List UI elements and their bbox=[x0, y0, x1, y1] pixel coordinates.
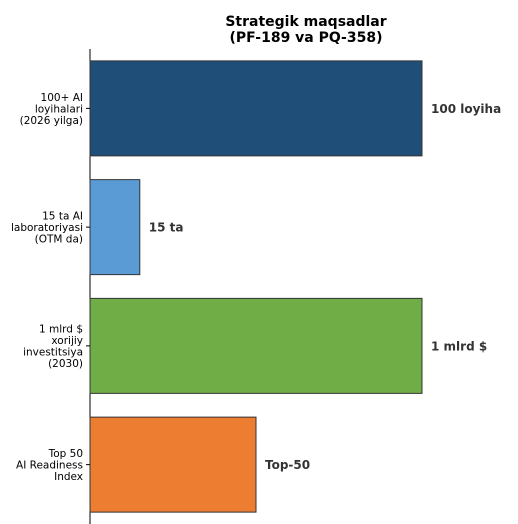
bar bbox=[89, 60, 423, 157]
chart-title: Strategik maqsadlar(PF-189 va PQ-358) bbox=[225, 14, 386, 46]
data-labels: 100 loyiha 15 ta 1 mlrd $ Top-50 bbox=[149, 102, 501, 472]
data-label: 15 ta bbox=[149, 221, 184, 235]
data-label: 100 loyiha bbox=[431, 102, 501, 116]
data-label: Top-50 bbox=[265, 458, 310, 472]
bar bbox=[89, 416, 257, 513]
bar bbox=[89, 179, 141, 276]
y-tick-label: 15 ta AI laboratoriyasi (OTM da) bbox=[11, 211, 83, 246]
y-tick-label: 1 mlrd $ xorijiy investitsiya (2030) bbox=[23, 324, 83, 371]
bars-group bbox=[89, 60, 423, 513]
chart-title-line: (PF-189 va PQ-358) bbox=[229, 30, 382, 46]
bar bbox=[89, 297, 423, 394]
data-label: 1 mlrd $ bbox=[431, 339, 487, 353]
y-tick-label: 100+ AI loyihalari (2026 yilga) bbox=[20, 92, 83, 127]
y-tick-labels: 100+ AI loyihalari (2026 yilga) 15 ta AI lab… bbox=[11, 92, 90, 483]
y-tick-label: Top 50 AI Readiness Index bbox=[16, 448, 83, 483]
chart-title-line: Strategik maqsadlar bbox=[225, 14, 386, 30]
